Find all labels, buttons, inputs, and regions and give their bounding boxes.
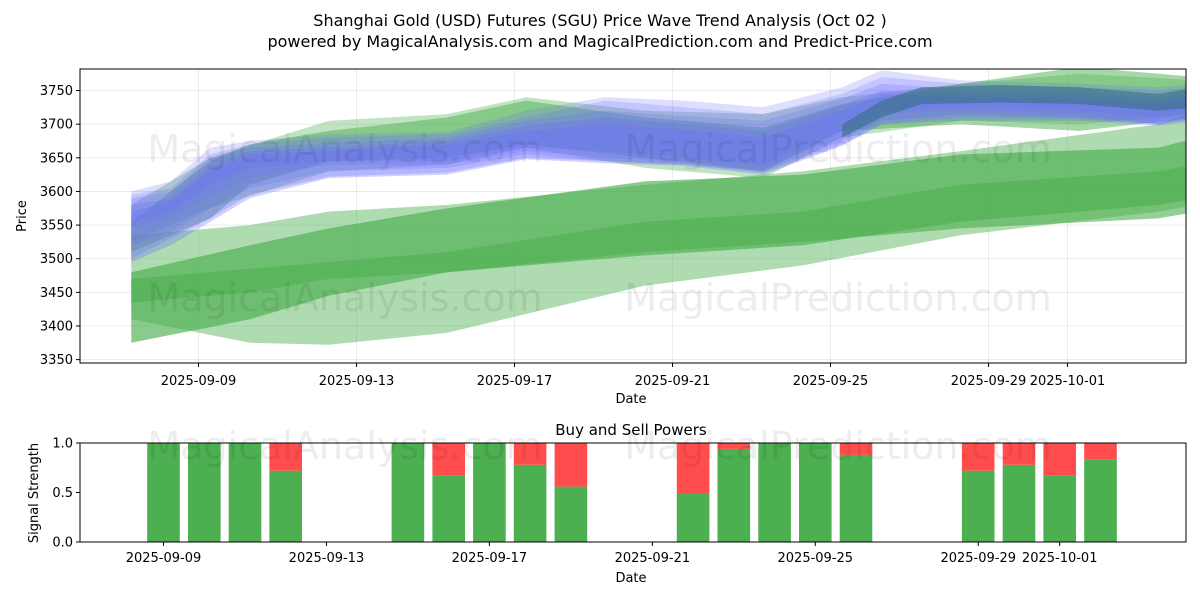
teal-wave-bands [842,85,1186,138]
sell-bar-2025-09-19 [554,443,588,487]
top-y-tick-label-4: 3550 [40,219,73,234]
sell-bar-2025-09-23 [717,443,751,449]
green-band-3 [131,69,1186,252]
top-x-tick-label-4: 2025-09-25 [793,374,869,389]
top-y-axis: 3350 3400 3450 3500 3550 3600 3650 3700 3750 [40,84,80,368]
buy-bar-2025-09-16 [432,475,465,542]
sell-bar-2025-09-22 [676,443,710,494]
bottom-x-axis: 2025-09-09 2025-09-13 2025-09-17 2025-09-21… [126,542,1098,566]
buy-bar-2025-09-29 [961,470,995,542]
top-y-tick-label-8: 3750 [40,84,73,99]
buy-bar-2025-09-26 [839,454,873,542]
bottom-watermarks: MagicalAnalysis.com MagicalPrediction.co… [147,424,1051,468]
watermark-analysis-top: MagicalAnalysis.com [147,127,542,171]
green-band-4 [131,73,1186,242]
buy-bar-2025-09-24 [758,443,791,542]
bottom-y-axis-label: Signal Strength [27,443,42,543]
buy-bar-2025-09-15 [391,443,425,542]
buy-bar-2025-09-23 [717,448,751,542]
buy-sell-bars [147,443,1117,542]
green-band-2 [131,166,1186,303]
top-x-tick-label-2: 2025-09-17 [477,374,553,389]
top-y-tick-label-1: 3400 [40,319,73,334]
sell-bar-2025-09-16 [432,443,465,476]
bottom-x-tick-label-0: 2025-09-09 [126,551,202,566]
teal-band-0 [842,85,1186,138]
top-x-axis-label: Date [615,392,646,407]
bottom-x-tick-label-3: 2025-09-21 [615,551,691,566]
top-y-tick-label-3: 3500 [40,252,73,267]
sell-bar-2025-09-12 [269,443,302,471]
sell-bar-2025-09-29 [961,443,995,471]
bottom-x-tick-label-1: 2025-09-13 [289,551,365,566]
blue-band-3 [131,90,1186,259]
sell-bar-2025-10-01 [1043,443,1076,476]
top-y-tick-label-2: 3450 [40,286,73,301]
bottom-x-tick-label-6: 2025-10-01 [1022,551,1098,566]
buy-bar-2025-09-09 [147,443,180,542]
top-x-tick-label-1: 2025-09-13 [319,374,395,389]
watermark-analysis-bottom: MagicalAnalysis.com [147,424,542,468]
green-wave-bands [131,69,1186,345]
bottom-x-axis-label: Date [615,571,646,586]
top-y-tick-label-7: 3700 [40,118,73,133]
bottom-y-axis: 0.0 0.5 1.0 [52,437,80,551]
chart-title: Shanghai Gold (USD) Futures (SGU) Price … [313,11,886,30]
sell-bar-2025-09-18 [513,443,547,465]
buy-bar-2025-09-30 [1002,464,1036,542]
bottom-y-tick-label-1: 0.5 [52,486,73,501]
top-plot-frame [79,68,1187,364]
buy-bar-2025-09-11 [228,443,262,542]
bottom-x-tick-label-4: 2025-09-25 [778,551,854,566]
bottom-plot-title: Buy and Sell Powers [555,421,707,439]
top-x-axis: 2025-09-09 2025-09-13 2025-09-17 2025-09-21… [161,363,1106,389]
bottom-y-tick-label-2: 1.0 [52,437,73,452]
bottom-x-tick-label-5: 2025-09-29 [940,551,1016,566]
watermark-prediction-mid: MagicalPrediction.com [624,276,1052,320]
sell-bar-2025-09-30 [1002,443,1036,465]
sell-bar-2025-09-26 [839,443,873,455]
bottom-plot-background [80,443,1186,542]
blue-band-1 [131,77,1186,229]
top-x-tick-label-3: 2025-09-21 [635,374,711,389]
buy-bar-2025-09-19 [554,486,588,542]
blue-band-0 [131,70,1186,222]
top-y-axis-label: Price [15,200,30,232]
top-watermarks: MagicalAnalysis.com MagicalPrediction.co… [147,127,1051,320]
buy-bar-2025-10-02 [1084,459,1117,542]
price-wave-plot: MagicalAnalysis.com MagicalPrediction.co… [15,68,1187,407]
buy-bar-2025-09-10 [188,443,221,542]
top-x-tick-label-5: 2025-09-29 [951,374,1027,389]
bottom-y-tick-label-0: 0.0 [52,536,73,551]
buy-sell-plot: Buy and Sell Powers MagicalAnalysis.com … [27,421,1187,586]
bottom-x-tick-label-2: 2025-09-17 [452,551,528,566]
top-y-tick-label-5: 3600 [40,185,73,200]
buy-bar-2025-09-12 [269,470,302,542]
blue-band-4 [131,93,1186,263]
top-y-tick-label-6: 3650 [40,151,73,166]
chart-subtitle: powered by MagicalAnalysis.com and Magic… [267,32,932,51]
watermark-prediction-top: MagicalPrediction.com [624,127,1052,171]
buy-bar-2025-09-22 [676,493,710,542]
sell-bar-2025-10-02 [1084,443,1117,460]
top-x-tick-label-0: 2025-09-09 [161,374,237,389]
watermark-prediction-bottom: MagicalPrediction.com [624,424,1052,468]
buy-bar-2025-09-25 [799,443,832,542]
buy-bar-2025-09-17 [473,443,506,542]
top-x-tick-label-6: 2025-10-01 [1030,374,1106,389]
watermark-analysis-mid: MagicalAnalysis.com [147,276,542,320]
top-y-tick-label-0: 3350 [40,353,73,368]
buy-bar-2025-10-01 [1043,475,1076,542]
buy-bar-2025-09-18 [513,464,547,542]
